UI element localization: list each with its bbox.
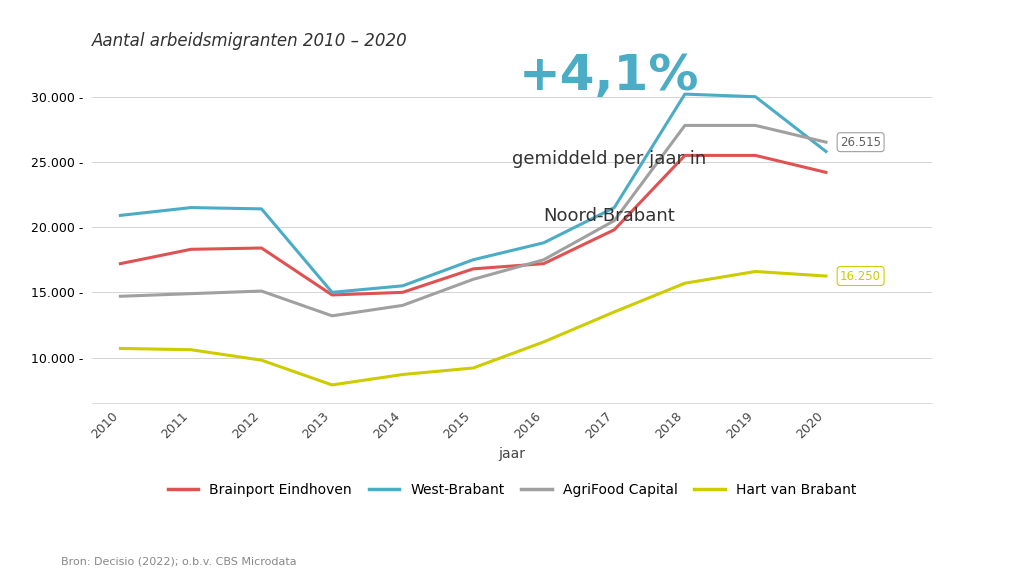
Text: +4,1%: +4,1%	[519, 52, 699, 100]
Text: 16.250: 16.250	[840, 270, 881, 283]
Legend: Brainport Eindhoven, West-Brabant, AgriFood Capital, Hart van Brabant: Brainport Eindhoven, West-Brabant, AgriF…	[162, 478, 862, 503]
Text: 26.515: 26.515	[840, 136, 881, 149]
Text: Aantal arbeidsmigranten 2010 – 2020: Aantal arbeidsmigranten 2010 – 2020	[92, 32, 408, 51]
Text: Bron: Decisio (2022); o.b.v. CBS Microdata: Bron: Decisio (2022); o.b.v. CBS Microda…	[61, 556, 297, 566]
X-axis label: jaar: jaar	[499, 446, 525, 461]
Text: Noord-Brabant: Noord-Brabant	[544, 207, 675, 225]
Text: gemiddeld per jaar in: gemiddeld per jaar in	[512, 150, 707, 168]
